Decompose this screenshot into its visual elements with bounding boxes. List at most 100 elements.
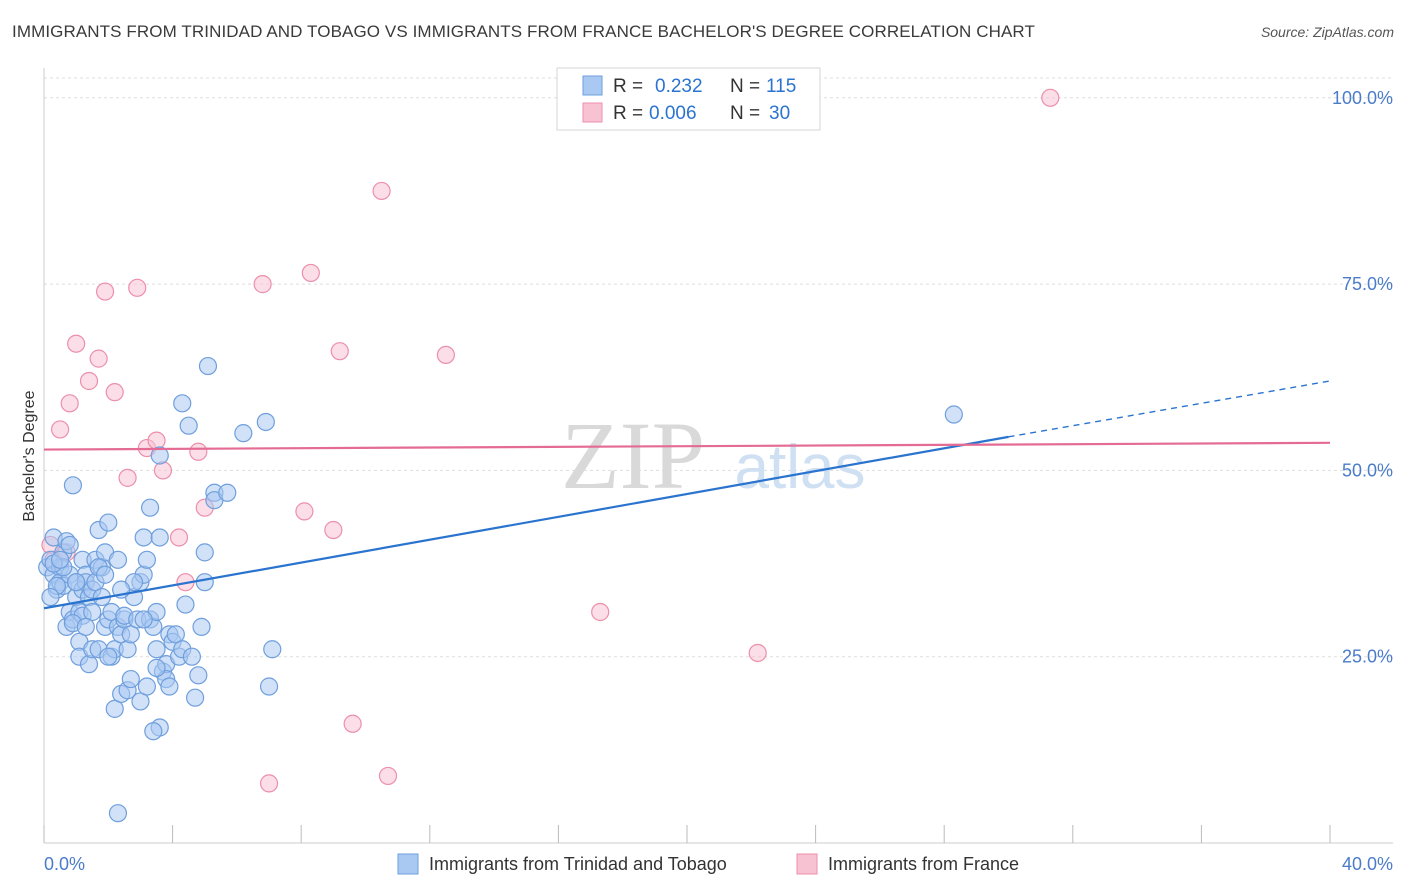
- trend-line-blue: [43, 435, 1009, 610]
- legend-n-label-blue: N =: [730, 76, 760, 97]
- stats-legend: R = 0.232 N = 115 R = 0.006 N = 30: [556, 67, 821, 131]
- watermark-atlas: atlas: [735, 433, 866, 502]
- pink-point: [189, 442, 208, 461]
- blue-point: [186, 688, 205, 707]
- pink-point: [378, 766, 398, 786]
- blue-point: [60, 535, 79, 555]
- blue-point: [259, 677, 279, 696]
- blue-point: [192, 617, 211, 636]
- blue-point: [160, 677, 179, 696]
- pink-point: [436, 345, 455, 364]
- blue-point: [134, 528, 153, 547]
- pink-point: [343, 714, 362, 733]
- tick-labels: 25.0% 50.0% 75.0% 100.0% 0.0% 40.0%: [44, 88, 1393, 874]
- pink-point: [169, 528, 189, 547]
- axes: [43, 68, 1393, 844]
- legend-r-label-pink: R =: [613, 103, 643, 124]
- watermark-zip: ZIP: [561, 402, 705, 509]
- blue-point: [189, 666, 208, 685]
- blue-point: [147, 640, 166, 659]
- pink-point: [128, 278, 147, 297]
- blue-point: [41, 587, 60, 607]
- legend-r-label-blue: R =: [613, 76, 643, 97]
- chart-title: IMMIGRANTS FROM TRINIDAD AND TOBAGO VS I…: [12, 22, 1035, 41]
- pink-point: [330, 342, 349, 361]
- blue-point: [137, 677, 156, 696]
- blue-point: [173, 394, 192, 413]
- series-legend-label-blue: Immigrants from Trinidad and Tobago: [429, 854, 727, 874]
- pink-point: [591, 602, 610, 622]
- blue-point: [118, 640, 137, 659]
- blue-point: [179, 416, 198, 435]
- series-legend-label-pink: Immigrants from France: [828, 854, 1019, 874]
- y-tick-label: 100.0%: [1332, 88, 1393, 108]
- blue-point: [121, 669, 140, 689]
- x-tick-label-min: 0.0%: [44, 854, 85, 874]
- pink-point: [89, 349, 108, 368]
- series-legend-swatch-blue: [397, 853, 419, 875]
- y-tick-label: 50.0%: [1342, 460, 1393, 480]
- blue-point: [150, 528, 169, 547]
- blue-point: [944, 405, 963, 424]
- trend-line-blue-extension: [1008, 380, 1331, 438]
- pink-point: [324, 520, 343, 540]
- legend-n-value-pink: 30: [769, 103, 790, 124]
- blue-point: [218, 483, 237, 502]
- pink-point: [372, 181, 391, 201]
- blue-point: [108, 804, 128, 823]
- legend-r-value-blue: 0.232: [655, 76, 703, 97]
- y-tick-label: 25.0%: [1342, 647, 1393, 667]
- blue-point: [95, 565, 115, 584]
- blue-point: [176, 595, 195, 614]
- blue-point: [182, 647, 201, 666]
- blue-point: [79, 655, 99, 674]
- pink-point: [95, 282, 115, 301]
- pink-point: [1041, 88, 1060, 107]
- trend-lines: [43, 380, 1331, 610]
- y-tick-label: 75.0%: [1342, 274, 1393, 294]
- blue-point: [108, 550, 128, 569]
- pink-point: [147, 431, 166, 450]
- legend-swatch-blue: [582, 75, 603, 96]
- legend-swatch-pink: [582, 102, 603, 123]
- pink-point: [67, 334, 86, 353]
- pink-point: [50, 420, 70, 439]
- blue-point: [50, 550, 70, 569]
- pink-point: [153, 461, 173, 480]
- watermark: ZIP atlas: [561, 402, 865, 509]
- pink-point: [60, 394, 79, 413]
- legend-n-label-pink: N =: [730, 103, 760, 124]
- series-legend-swatch-pink: [796, 853, 818, 875]
- blue-point: [198, 356, 218, 376]
- blue-point: [99, 513, 118, 532]
- pink-point: [79, 371, 99, 391]
- pink-point: [118, 468, 137, 487]
- blue-point: [263, 640, 282, 659]
- blue-point: [144, 722, 163, 741]
- pink-point: [105, 383, 124, 402]
- blue-point: [150, 446, 169, 465]
- blue-point: [63, 476, 83, 495]
- series-legend: Immigrants from Trinidad and Tobago Immi…: [397, 853, 1019, 875]
- blue-point: [99, 647, 118, 666]
- trend-line-pink: [43, 441, 1331, 451]
- pink-point: [253, 275, 272, 294]
- blue-point: [256, 412, 275, 432]
- legend-n-value-blue: 115: [766, 76, 796, 97]
- data-points: [38, 88, 1060, 823]
- blue-point: [76, 617, 95, 636]
- legend-r-value-pink: 0.006: [649, 103, 697, 124]
- blue-point: [137, 550, 156, 569]
- pink-point: [295, 502, 314, 521]
- blue-point: [195, 543, 214, 562]
- blue-point: [195, 573, 214, 592]
- grid: [44, 77, 1393, 658]
- y-axis-label: Bachelor's Degree: [21, 390, 38, 521]
- source-label: Source: ZipAtlas.com: [1260, 24, 1394, 40]
- blue-point: [234, 424, 253, 443]
- pink-point: [259, 774, 279, 793]
- blue-point: [147, 658, 166, 677]
- blue-point: [134, 610, 153, 629]
- blue-point: [67, 573, 86, 592]
